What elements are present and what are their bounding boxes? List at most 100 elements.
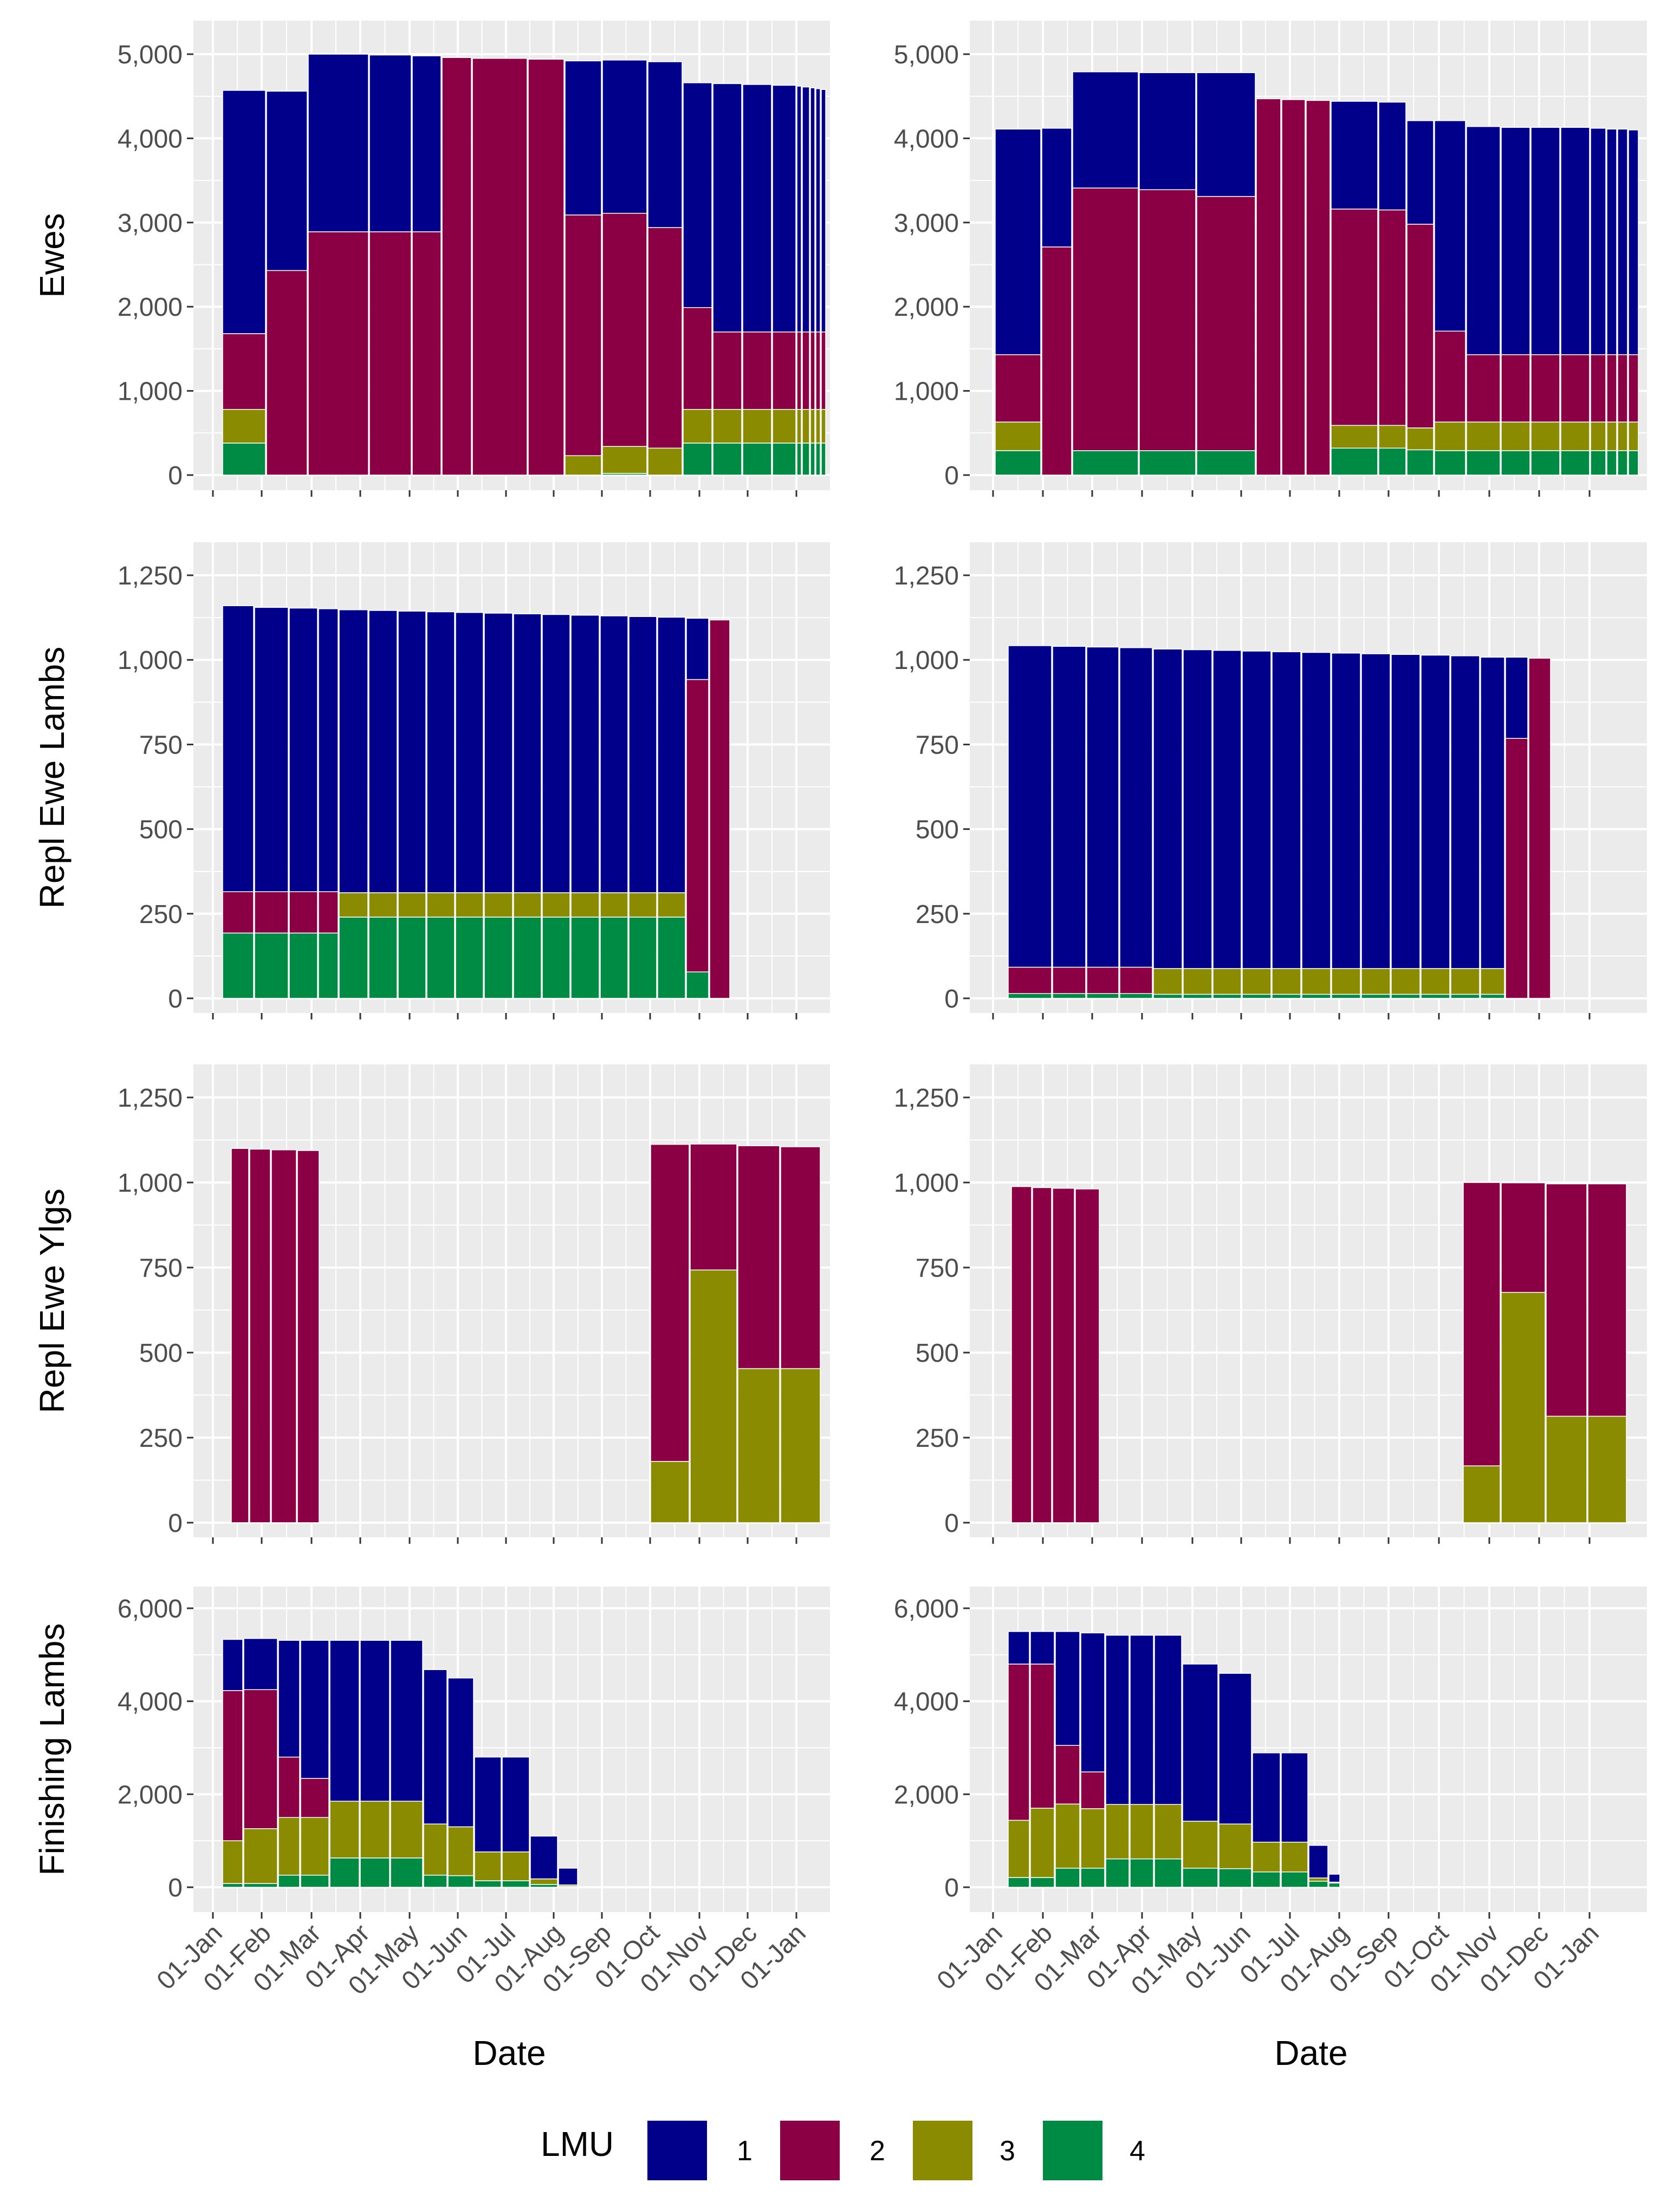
y-tick-label: 750 bbox=[139, 1254, 183, 1283]
bar-lmu1-8 bbox=[447, 1678, 474, 1828]
bar-lmu4-9 bbox=[1252, 1871, 1281, 1888]
bar-lmu2-18 bbox=[815, 332, 821, 410]
bar-lmu2-7 bbox=[1306, 100, 1331, 476]
bar-lmu4-2 bbox=[1086, 993, 1119, 999]
bar-lmu4-3 bbox=[1080, 1868, 1105, 1888]
bar-lmu1-5 bbox=[1183, 649, 1212, 969]
bar-lmu4-4 bbox=[339, 917, 368, 999]
bar-lmu4-14 bbox=[1530, 450, 1560, 476]
bar-lmu1-4 bbox=[1153, 648, 1183, 969]
bar-lmu1-9 bbox=[484, 613, 513, 893]
bar-lmu4-10 bbox=[1331, 993, 1361, 999]
bar-lmu2-8 bbox=[1331, 209, 1378, 426]
y-tick-label: 0 bbox=[168, 985, 183, 1013]
panel-1-0: 0 250 500 750 1,000 1,250 Repl Ewe Lambs bbox=[33, 542, 830, 1019]
bar-lmu4-5 bbox=[368, 917, 398, 999]
bar-lmu3-19 bbox=[1587, 1415, 1627, 1523]
bar-lmu1-11 bbox=[683, 82, 712, 308]
bar-lmu1-7 bbox=[1182, 1664, 1218, 1822]
y-tick-label: 4,000 bbox=[118, 125, 183, 153]
y-tick-label: 5,000 bbox=[118, 41, 183, 69]
bar-lmu4-12 bbox=[1466, 450, 1501, 476]
bar-lmu4-1 bbox=[1052, 993, 1086, 999]
bar-lmu3-12 bbox=[1466, 421, 1501, 451]
bar-lmu1-5 bbox=[360, 1640, 390, 1802]
bar-lmu4-12 bbox=[570, 917, 600, 999]
bar-lmu3-15 bbox=[796, 409, 802, 444]
bar-lmu4-16 bbox=[1590, 450, 1606, 476]
y-tick-label: 1,000 bbox=[118, 1169, 183, 1198]
bar-lmu3-8 bbox=[1272, 968, 1301, 995]
bar-lmu3-9 bbox=[602, 446, 647, 474]
bar-lmu4-3 bbox=[1139, 450, 1196, 476]
bar-lmu3-8 bbox=[447, 1826, 474, 1876]
bar-lmu3-16 bbox=[650, 1461, 690, 1523]
bar-lmu2-18 bbox=[1617, 354, 1628, 423]
y-tick-label: 5,000 bbox=[894, 41, 959, 69]
bar-lmu3-0 bbox=[222, 409, 266, 444]
bar-lmu2-3 bbox=[369, 231, 412, 476]
bar-lmu1-8 bbox=[1331, 101, 1378, 210]
bar-lmu3-5 bbox=[368, 892, 398, 918]
bar-lmu4-11 bbox=[1308, 1881, 1328, 1888]
bar-lmu4-18 bbox=[815, 443, 821, 476]
bar-lmu1-14 bbox=[1450, 655, 1480, 969]
bar-lmu4-11 bbox=[1361, 993, 1391, 999]
bar-lmu2-2 bbox=[289, 891, 318, 934]
bar-lmu3-19 bbox=[1628, 421, 1639, 451]
bar-lmu3-13 bbox=[600, 892, 628, 918]
bar-lmu1-12 bbox=[1328, 1874, 1340, 1883]
bar-lmu3-8 bbox=[455, 892, 484, 918]
y-tick-label: 750 bbox=[139, 731, 183, 759]
bar-lmu2-2 bbox=[1052, 1187, 1075, 1523]
bar-lmu4-17 bbox=[1606, 450, 1617, 476]
bar-lmu2-17 bbox=[690, 1144, 737, 1271]
bar-lmu4-1 bbox=[243, 1883, 278, 1888]
bar-lmu2-16 bbox=[1463, 1182, 1501, 1466]
bar-lmu4-7 bbox=[1242, 993, 1272, 999]
bar-lmu3-18 bbox=[1617, 421, 1628, 451]
bar-lmu2-4 bbox=[412, 231, 442, 476]
y-tick-label: 6,000 bbox=[118, 1595, 183, 1623]
bar-lmu4-17 bbox=[810, 443, 815, 476]
bar-lmu3-14 bbox=[628, 892, 657, 918]
bar-lmu2-17 bbox=[1501, 1182, 1546, 1293]
bar-lmu3-4 bbox=[329, 1801, 360, 1859]
bar-lmu3-10 bbox=[647, 447, 683, 476]
bar-lmu4-8 bbox=[1218, 1868, 1252, 1888]
panel-2-1: 0 250 500 750 1,000 1,250 bbox=[894, 1064, 1647, 1544]
bar-lmu4-9 bbox=[1378, 447, 1406, 476]
bar-lmu3-10 bbox=[502, 1851, 530, 1881]
bar-lmu2-2 bbox=[308, 231, 369, 476]
bar-lmu1-12 bbox=[1466, 126, 1501, 355]
bar-lmu4-2 bbox=[1072, 450, 1139, 476]
bar-lmu2-16 bbox=[1505, 738, 1528, 999]
bar-lmu1-9 bbox=[1378, 101, 1406, 211]
bar-lmu2-16 bbox=[686, 679, 709, 973]
y-tick-label: 1,000 bbox=[118, 378, 183, 406]
bar-lmu3-8 bbox=[565, 455, 602, 476]
bar-lmu1-3 bbox=[1080, 1632, 1105, 1772]
bar-lmu1-3 bbox=[318, 608, 339, 892]
y-tick-label: 250 bbox=[916, 1424, 959, 1453]
bar-lmu2-3 bbox=[1139, 189, 1196, 451]
bar-lmu1-2 bbox=[278, 1640, 300, 1758]
y-tick-label: 500 bbox=[916, 1339, 959, 1368]
bar-lmu3-12 bbox=[1391, 968, 1420, 995]
bar-lmu1-13 bbox=[742, 84, 772, 333]
bar-lmu1-15 bbox=[1560, 127, 1590, 355]
panel-0-1: 0 1,000 2,000 3,000 4,000 5,000 bbox=[894, 21, 1647, 497]
bar-lmu4-7 bbox=[423, 1874, 447, 1888]
bar-lmu1-10 bbox=[502, 1756, 530, 1853]
y-tick-label: 1,000 bbox=[118, 646, 183, 675]
bar-lmu3-10 bbox=[1406, 427, 1434, 451]
y-tick-label: 500 bbox=[139, 816, 183, 844]
bar-lmu2-1 bbox=[254, 891, 289, 934]
bar-lmu4-5 bbox=[360, 1857, 390, 1888]
bar-lmu2-13 bbox=[742, 332, 772, 410]
bar-lmu2-1 bbox=[243, 1689, 278, 1829]
bar-lmu3-11 bbox=[683, 409, 712, 444]
bar-lmu3-10 bbox=[1281, 1841, 1308, 1873]
panel-1-1: 0 250 500 750 1,000 1,250 bbox=[894, 542, 1647, 1019]
bar-lmu3-16 bbox=[1463, 1465, 1501, 1523]
